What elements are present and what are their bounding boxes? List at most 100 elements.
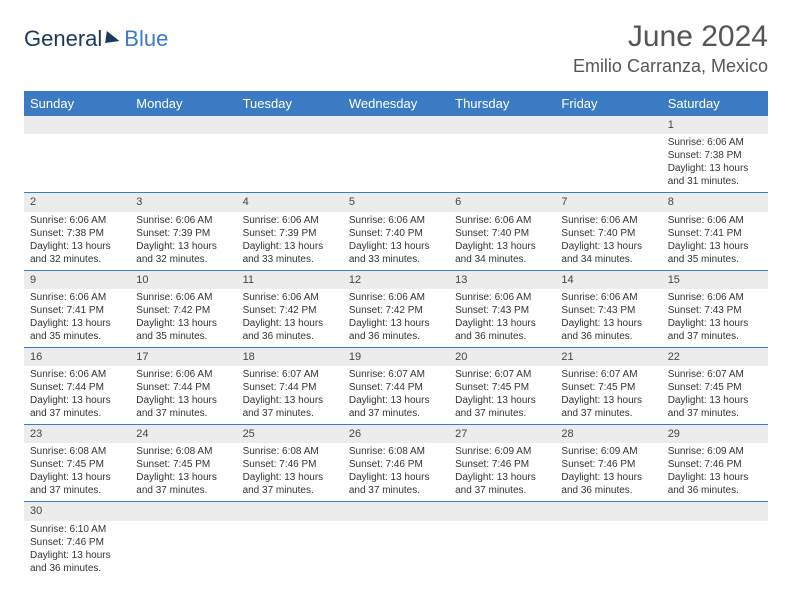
calendar-day-cell — [24, 116, 130, 193]
day-number: 3 — [130, 193, 236, 211]
calendar-body: 1Sunrise: 6:06 AMSunset: 7:38 PMDaylight… — [24, 116, 768, 579]
brand-logo: GeneralBlue — [24, 20, 168, 52]
day-number-blank — [237, 502, 343, 520]
day-number: 25 — [237, 425, 343, 443]
day-details: Sunrise: 6:06 AMSunset: 7:40 PMDaylight:… — [449, 212, 555, 270]
weekday-header: Sunday — [24, 91, 130, 116]
day-details: Sunrise: 6:09 AMSunset: 7:46 PMDaylight:… — [449, 443, 555, 501]
day-number: 16 — [24, 348, 130, 366]
calendar-day-cell — [343, 502, 449, 579]
calendar-day-cell: 30Sunrise: 6:10 AMSunset: 7:46 PMDayligh… — [24, 502, 130, 579]
day-number: 29 — [662, 425, 768, 443]
day-number: 7 — [555, 193, 661, 211]
day-details: Sunrise: 6:06 AMSunset: 7:38 PMDaylight:… — [24, 212, 130, 270]
title-block: June 2024 Emilio Carranza, Mexico — [573, 20, 768, 77]
calendar-day-cell — [449, 502, 555, 579]
calendar-header: SundayMondayTuesdayWednesdayThursdayFrid… — [24, 91, 768, 116]
calendar-day-cell: 15Sunrise: 6:06 AMSunset: 7:43 PMDayligh… — [662, 270, 768, 347]
calendar-day-cell: 2Sunrise: 6:06 AMSunset: 7:38 PMDaylight… — [24, 193, 130, 270]
weekday-header: Tuesday — [237, 91, 343, 116]
day-number: 18 — [237, 348, 343, 366]
calendar-day-cell: 10Sunrise: 6:06 AMSunset: 7:42 PMDayligh… — [130, 270, 236, 347]
day-number: 28 — [555, 425, 661, 443]
day-number: 22 — [662, 348, 768, 366]
calendar-day-cell: 5Sunrise: 6:06 AMSunset: 7:40 PMDaylight… — [343, 193, 449, 270]
day-number: 20 — [449, 348, 555, 366]
calendar-day-cell: 25Sunrise: 6:08 AMSunset: 7:46 PMDayligh… — [237, 425, 343, 502]
calendar-day-cell: 19Sunrise: 6:07 AMSunset: 7:44 PMDayligh… — [343, 347, 449, 424]
calendar-day-cell: 28Sunrise: 6:09 AMSunset: 7:46 PMDayligh… — [555, 425, 661, 502]
weekday-header: Thursday — [449, 91, 555, 116]
month-title: June 2024 — [573, 20, 768, 54]
day-number-blank — [343, 502, 449, 520]
weekday-header: Monday — [130, 91, 236, 116]
calendar-day-cell: 6Sunrise: 6:06 AMSunset: 7:40 PMDaylight… — [449, 193, 555, 270]
day-number: 15 — [662, 271, 768, 289]
day-number-blank — [449, 502, 555, 520]
calendar-day-cell: 3Sunrise: 6:06 AMSunset: 7:39 PMDaylight… — [130, 193, 236, 270]
day-details: Sunrise: 6:09 AMSunset: 7:46 PMDaylight:… — [662, 443, 768, 501]
day-details: Sunrise: 6:07 AMSunset: 7:45 PMDaylight:… — [555, 366, 661, 424]
calendar-day-cell: 7Sunrise: 6:06 AMSunset: 7:40 PMDaylight… — [555, 193, 661, 270]
day-details: Sunrise: 6:08 AMSunset: 7:46 PMDaylight:… — [343, 443, 449, 501]
calendar-day-cell — [130, 116, 236, 193]
day-number-blank — [662, 502, 768, 520]
day-details: Sunrise: 6:07 AMSunset: 7:44 PMDaylight:… — [343, 366, 449, 424]
calendar-day-cell: 26Sunrise: 6:08 AMSunset: 7:46 PMDayligh… — [343, 425, 449, 502]
flag-icon — [105, 31, 121, 43]
day-details: Sunrise: 6:06 AMSunset: 7:43 PMDaylight:… — [662, 289, 768, 347]
calendar-day-cell: 8Sunrise: 6:06 AMSunset: 7:41 PMDaylight… — [662, 193, 768, 270]
calendar-day-cell — [237, 116, 343, 193]
day-number: 30 — [24, 502, 130, 520]
calendar-week: 2Sunrise: 6:06 AMSunset: 7:38 PMDaylight… — [24, 193, 768, 270]
calendar-day-cell: 16Sunrise: 6:06 AMSunset: 7:44 PMDayligh… — [24, 347, 130, 424]
day-details: Sunrise: 6:06 AMSunset: 7:41 PMDaylight:… — [24, 289, 130, 347]
day-number: 23 — [24, 425, 130, 443]
day-number: 9 — [24, 271, 130, 289]
day-details: Sunrise: 6:06 AMSunset: 7:39 PMDaylight:… — [130, 212, 236, 270]
day-number: 17 — [130, 348, 236, 366]
calendar-day-cell: 13Sunrise: 6:06 AMSunset: 7:43 PMDayligh… — [449, 270, 555, 347]
calendar-day-cell: 17Sunrise: 6:06 AMSunset: 7:44 PMDayligh… — [130, 347, 236, 424]
calendar-day-cell: 1Sunrise: 6:06 AMSunset: 7:38 PMDaylight… — [662, 116, 768, 193]
calendar-day-cell: 18Sunrise: 6:07 AMSunset: 7:44 PMDayligh… — [237, 347, 343, 424]
weekday-header: Saturday — [662, 91, 768, 116]
day-number-blank — [237, 116, 343, 134]
day-number: 13 — [449, 271, 555, 289]
page-header: GeneralBlue June 2024 Emilio Carranza, M… — [24, 20, 768, 77]
calendar-day-cell: 24Sunrise: 6:08 AMSunset: 7:45 PMDayligh… — [130, 425, 236, 502]
day-details: Sunrise: 6:08 AMSunset: 7:45 PMDaylight:… — [24, 443, 130, 501]
day-details: Sunrise: 6:06 AMSunset: 7:38 PMDaylight:… — [662, 134, 768, 192]
day-number: 11 — [237, 271, 343, 289]
day-number: 24 — [130, 425, 236, 443]
day-details: Sunrise: 6:06 AMSunset: 7:43 PMDaylight:… — [449, 289, 555, 347]
calendar-day-cell — [343, 116, 449, 193]
day-number: 8 — [662, 193, 768, 211]
day-number: 1 — [662, 116, 768, 134]
calendar-day-cell — [662, 502, 768, 579]
day-number-blank — [343, 116, 449, 134]
calendar-day-cell: 22Sunrise: 6:07 AMSunset: 7:45 PMDayligh… — [662, 347, 768, 424]
day-details: Sunrise: 6:07 AMSunset: 7:45 PMDaylight:… — [449, 366, 555, 424]
day-details: Sunrise: 6:06 AMSunset: 7:43 PMDaylight:… — [555, 289, 661, 347]
calendar-week: 16Sunrise: 6:06 AMSunset: 7:44 PMDayligh… — [24, 347, 768, 424]
weekday-header: Friday — [555, 91, 661, 116]
day-number: 12 — [343, 271, 449, 289]
calendar-day-cell: 21Sunrise: 6:07 AMSunset: 7:45 PMDayligh… — [555, 347, 661, 424]
day-number: 5 — [343, 193, 449, 211]
calendar-day-cell: 29Sunrise: 6:09 AMSunset: 7:46 PMDayligh… — [662, 425, 768, 502]
calendar-day-cell: 27Sunrise: 6:09 AMSunset: 7:46 PMDayligh… — [449, 425, 555, 502]
calendar-day-cell: 9Sunrise: 6:06 AMSunset: 7:41 PMDaylight… — [24, 270, 130, 347]
day-number: 10 — [130, 271, 236, 289]
day-details: Sunrise: 6:06 AMSunset: 7:42 PMDaylight:… — [130, 289, 236, 347]
day-details: Sunrise: 6:06 AMSunset: 7:40 PMDaylight:… — [343, 212, 449, 270]
day-details: Sunrise: 6:06 AMSunset: 7:44 PMDaylight:… — [24, 366, 130, 424]
calendar-week: 1Sunrise: 6:06 AMSunset: 7:38 PMDaylight… — [24, 116, 768, 193]
brand-part2: Blue — [124, 26, 168, 52]
calendar-day-cell — [555, 116, 661, 193]
calendar-week: 30Sunrise: 6:10 AMSunset: 7:46 PMDayligh… — [24, 502, 768, 579]
calendar-week: 9Sunrise: 6:06 AMSunset: 7:41 PMDaylight… — [24, 270, 768, 347]
weekday-header: Wednesday — [343, 91, 449, 116]
day-number: 26 — [343, 425, 449, 443]
location-label: Emilio Carranza, Mexico — [573, 56, 768, 77]
